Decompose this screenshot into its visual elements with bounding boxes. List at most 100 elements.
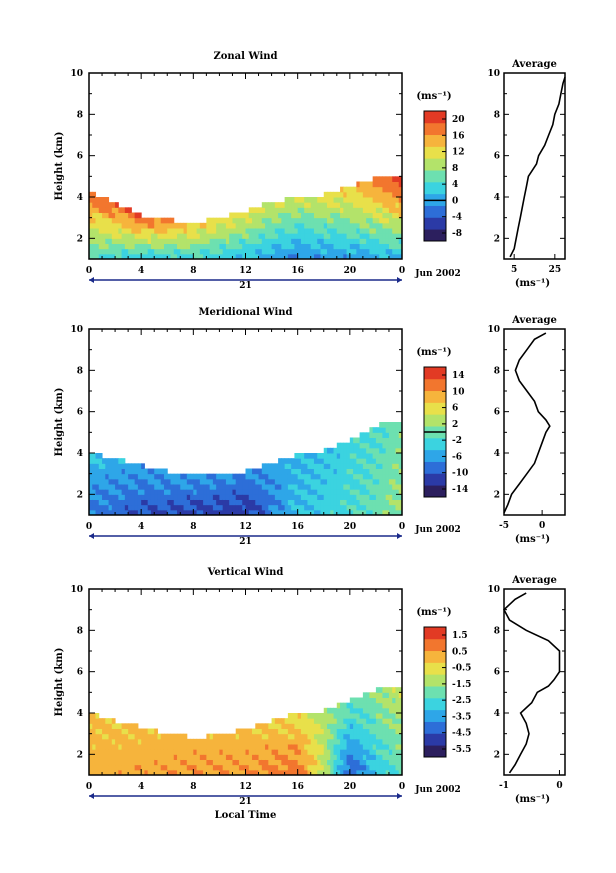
heatmap-cell bbox=[245, 738, 250, 745]
heatmap-cell bbox=[92, 713, 97, 719]
heatmap-cell bbox=[105, 718, 110, 724]
heatmap-cell bbox=[300, 713, 305, 719]
heatmap-cell bbox=[369, 243, 374, 250]
heatmap-cell bbox=[382, 176, 387, 182]
heatmap-cell bbox=[382, 718, 387, 724]
heatmap-cell bbox=[105, 458, 110, 464]
heatmap-cell bbox=[258, 212, 263, 219]
heatmap-cell bbox=[242, 484, 246, 490]
heatmap-cell bbox=[180, 744, 185, 750]
heatmap-cell bbox=[372, 238, 377, 244]
heatmap-cell bbox=[248, 749, 253, 755]
heatmap-cell bbox=[92, 499, 97, 506]
heatmap-cell bbox=[167, 509, 172, 516]
heatmap-cell bbox=[398, 489, 403, 495]
heatmap-cell bbox=[349, 504, 354, 511]
heatmap-cell bbox=[385, 222, 390, 229]
heatmap-cell bbox=[144, 468, 149, 475]
heatmap-cell bbox=[281, 718, 286, 724]
heatmap-cell bbox=[375, 759, 380, 766]
heatmap-cell bbox=[372, 212, 377, 219]
heatmap-cell bbox=[131, 463, 136, 469]
heatmap-cell bbox=[180, 478, 185, 485]
heatmap-cell bbox=[183, 478, 188, 485]
heatmap-cell bbox=[369, 468, 374, 475]
heatmap-cell bbox=[317, 744, 321, 750]
heatmap-cell bbox=[375, 692, 380, 698]
heatmap-cell bbox=[278, 504, 282, 511]
heatmap-cell bbox=[212, 478, 217, 485]
heatmap-cell bbox=[95, 473, 100, 480]
heatmap-cell bbox=[268, 754, 273, 760]
x-tick-label: 4 bbox=[138, 266, 144, 276]
heatmap-cell bbox=[261, 478, 266, 485]
heatmap-cell bbox=[323, 447, 328, 454]
heatmap-cell bbox=[323, 707, 328, 714]
heatmap-cell bbox=[147, 243, 152, 250]
heatmap-cell bbox=[356, 754, 361, 760]
heatmap-cell bbox=[369, 228, 374, 234]
heatmap-cell bbox=[102, 222, 106, 229]
heatmap-cell bbox=[304, 723, 308, 729]
heatmap-cell bbox=[375, 494, 380, 500]
heatmap-cell bbox=[278, 458, 282, 464]
colorbar-swatch bbox=[424, 217, 446, 230]
heatmap-cell bbox=[141, 468, 145, 475]
heatmap-cell bbox=[222, 222, 227, 229]
heatmap-cell bbox=[398, 478, 403, 485]
heatmap-cell bbox=[206, 733, 211, 740]
heatmap-cell bbox=[252, 484, 256, 490]
heatmap-cell bbox=[199, 238, 204, 244]
heatmap-cell bbox=[313, 749, 318, 755]
heatmap-cell bbox=[359, 478, 364, 485]
heatmap-cell bbox=[313, 248, 318, 255]
heatmap-cell bbox=[258, 723, 263, 729]
heatmap-cell bbox=[300, 222, 305, 229]
heatmap-cell bbox=[333, 253, 338, 260]
heatmap-cell bbox=[304, 197, 308, 203]
heatmap-cell bbox=[167, 484, 172, 490]
heatmap-cell bbox=[183, 233, 188, 239]
heatmap-cell bbox=[375, 191, 380, 198]
heatmap-cell bbox=[307, 233, 312, 239]
heatmap-cell bbox=[392, 509, 396, 516]
heatmap-cell bbox=[245, 253, 250, 260]
heatmap-cell bbox=[232, 233, 237, 239]
heatmap-cell bbox=[265, 207, 269, 213]
heatmap-cell bbox=[134, 228, 139, 234]
heatmap-cell bbox=[395, 176, 400, 182]
heatmap-cell bbox=[340, 212, 344, 219]
heatmap-cell bbox=[98, 222, 103, 229]
heatmap-cell bbox=[385, 191, 390, 198]
heatmap-cell bbox=[98, 723, 103, 729]
date-bar-arrow-right bbox=[397, 793, 402, 799]
heatmap-cell bbox=[336, 504, 341, 511]
heatmap-cell bbox=[124, 468, 129, 475]
heatmap-cell bbox=[333, 233, 338, 239]
heatmap-cell bbox=[307, 217, 312, 224]
heatmap-cell bbox=[304, 749, 308, 755]
heatmap-cell bbox=[274, 489, 279, 495]
heatmap-cell bbox=[294, 484, 299, 490]
colorbar-swatch bbox=[424, 181, 446, 195]
heatmap-cell bbox=[379, 447, 383, 454]
heatmap-cell bbox=[105, 494, 110, 500]
heatmap-cell bbox=[398, 186, 403, 193]
heatmap-cell bbox=[323, 458, 328, 464]
heatmap-cell bbox=[333, 484, 338, 490]
heatmap-cell bbox=[291, 473, 295, 480]
heatmap-cell bbox=[118, 509, 123, 516]
heatmap-cell bbox=[362, 437, 367, 444]
heatmap-cell bbox=[340, 744, 344, 750]
heatmap-cell bbox=[346, 484, 351, 490]
heatmap-cell bbox=[375, 754, 380, 760]
heatmap-cell bbox=[398, 769, 403, 776]
heatmap-cell bbox=[225, 733, 230, 740]
heatmap-cell bbox=[265, 484, 269, 490]
heatmap-cell bbox=[271, 484, 276, 490]
heatmap-cell bbox=[278, 499, 282, 506]
heatmap-cell bbox=[154, 769, 158, 776]
heatmap-cell bbox=[170, 504, 175, 511]
heatmap-cell bbox=[108, 463, 113, 469]
heatmap-cell bbox=[291, 754, 295, 760]
